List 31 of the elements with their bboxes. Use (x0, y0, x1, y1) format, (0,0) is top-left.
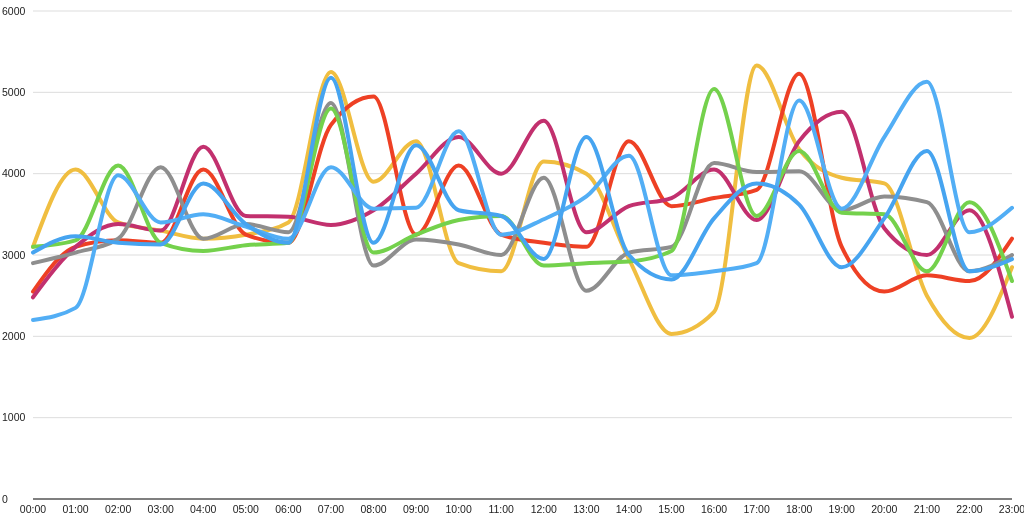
x-tick-label: 11:00 (488, 503, 515, 515)
x-tick-label: 07:00 (317, 503, 345, 515)
x-tick-label: 22:00 (956, 503, 983, 515)
x-tick-label: 01:00 (62, 503, 89, 515)
x-tick-label: 21:00 (913, 503, 941, 515)
x-tick-label: 12:00 (530, 503, 558, 515)
x-tick-label: 04:00 (190, 503, 217, 515)
x-tick-label: 05:00 (232, 503, 260, 515)
x-tick-label: 10:00 (445, 503, 472, 515)
y-tick-label: 4000 (2, 167, 26, 180)
x-tick-label: 08:00 (360, 503, 387, 515)
y-tick-label: 2000 (2, 330, 26, 343)
x-tick-label: 03:00 (147, 503, 174, 515)
y-tick-label: 6000 (2, 4, 26, 17)
y-tick-label: 3000 (2, 248, 26, 261)
x-tick-label: 00:00 (19, 503, 47, 515)
y-tick-label: 5000 (2, 86, 26, 99)
x-tick-label: 02:00 (104, 503, 132, 515)
x-tick-label: 19:00 (828, 503, 856, 515)
x-tick-label: 16:00 (700, 503, 728, 515)
x-tick-label: 18:00 (786, 503, 813, 515)
y-tick-label: 1000 (2, 411, 26, 424)
x-tick-label: 09:00 (402, 503, 430, 515)
x-tick-label: 14:00 (615, 503, 643, 515)
x-tick-label: 23:00 (998, 503, 1024, 515)
x-tick-label: 13:00 (573, 503, 600, 515)
y-tick-label: 0 (2, 492, 8, 505)
x-tick-label: 20:00 (871, 503, 898, 515)
x-tick-label: 17:00 (743, 503, 770, 515)
x-tick-label: 06:00 (275, 503, 302, 515)
x-tick-label: 15:00 (658, 503, 685, 515)
